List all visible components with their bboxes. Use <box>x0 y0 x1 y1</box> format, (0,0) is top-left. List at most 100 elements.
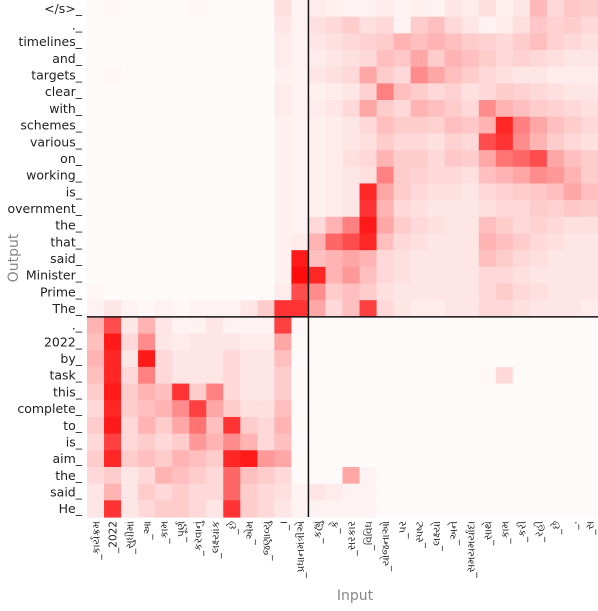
heatmap-cell <box>104 133 122 151</box>
heatmap-cell <box>393 300 412 318</box>
heatmap-cell <box>529 283 548 301</box>
heatmap-cell <box>512 50 531 68</box>
heatmap-cell <box>87 133 105 151</box>
heatmap-cell <box>410 16 429 34</box>
heatmap-cell <box>291 133 310 151</box>
heatmap-cell <box>257 366 275 385</box>
heatmap-cell <box>359 150 378 168</box>
heatmap-cell <box>104 183 122 201</box>
heatmap-cell <box>121 466 139 485</box>
heatmap-cell <box>223 16 241 34</box>
heatmap-cell <box>495 283 514 301</box>
heatmap-cell <box>291 150 310 168</box>
heatmap-cell <box>155 50 173 68</box>
heatmap-cell <box>240 300 258 318</box>
heatmap-cell <box>359 166 378 185</box>
heatmap-cell <box>376 500 395 518</box>
heatmap-cell <box>512 333 531 351</box>
heatmap-cell <box>444 350 463 368</box>
heatmap-cell <box>342 216 361 235</box>
heatmap-cell <box>223 400 241 418</box>
heatmap-cell <box>206 283 224 301</box>
heatmap-cell <box>342 133 361 151</box>
heatmap-cell <box>410 483 429 501</box>
heatmap-cell <box>223 433 241 451</box>
heatmap-cell <box>87 66 105 84</box>
heatmap-cell <box>104 50 122 68</box>
heatmap-cell <box>291 333 310 351</box>
heatmap-cell <box>495 466 514 485</box>
heatmap-cell <box>580 483 598 501</box>
heatmap-cell <box>546 166 565 185</box>
heatmap-cell <box>580 150 598 168</box>
heatmap-cell <box>393 233 412 251</box>
heatmap-cell <box>410 416 429 435</box>
heatmap-cell <box>563 316 582 335</box>
heatmap-cell <box>104 0 122 18</box>
heatmap-cell <box>529 383 548 401</box>
heatmap-cell <box>257 183 275 201</box>
heatmap-cell <box>172 216 190 235</box>
heatmap-cell <box>546 366 565 385</box>
heatmap-cell <box>121 400 139 418</box>
heatmap-cell <box>257 16 275 34</box>
heatmap-cell <box>427 483 446 501</box>
heatmap-cell <box>427 366 446 385</box>
y-tick-label: the_ <box>55 218 83 233</box>
heatmap-cell <box>478 266 497 285</box>
heatmap-cell <box>206 450 224 468</box>
heatmap-cell <box>495 316 514 335</box>
heatmap-cell <box>291 433 310 451</box>
heatmap-cell <box>155 16 173 34</box>
heatmap-cell <box>257 450 275 468</box>
heatmap-cell <box>529 16 548 34</box>
heatmap-cell <box>563 350 582 368</box>
x-tick-label: _કે <box>328 520 341 534</box>
heatmap-cell <box>172 266 190 285</box>
heatmap-cell <box>104 16 122 34</box>
heatmap-cell <box>393 250 412 268</box>
heatmap-cell <box>325 183 344 201</box>
heatmap-cell <box>461 283 480 301</box>
heatmap-cell <box>359 66 378 84</box>
heatmap-cell <box>546 450 565 468</box>
heatmap-cell <box>104 383 122 401</box>
heatmap-cell <box>274 116 292 135</box>
heatmap-cell <box>121 350 139 368</box>
heatmap-cell <box>291 166 310 185</box>
heatmap-cell <box>87 216 105 235</box>
heatmap-cell <box>427 283 446 301</box>
heatmap-cell <box>393 183 412 201</box>
heatmap-cell <box>393 200 412 218</box>
heatmap-cell <box>240 133 258 151</box>
heatmap-cell <box>104 450 122 468</box>
heatmap-cell <box>274 166 292 185</box>
heatmap-cell <box>410 250 429 268</box>
heatmap-cell <box>376 450 395 468</box>
heatmap-cell <box>478 133 497 151</box>
heatmap-cell <box>325 166 344 185</box>
heatmap-cell <box>546 16 565 34</box>
heatmap-cell <box>393 33 412 51</box>
heatmap-cell <box>189 216 207 235</box>
heatmap-cell <box>342 150 361 168</box>
heatmap-cell <box>580 333 598 351</box>
heatmap-cell <box>546 200 565 218</box>
heatmap-cell <box>189 100 207 118</box>
y-tick-label: </s>_ <box>44 1 83 16</box>
heatmap-cell <box>189 383 207 401</box>
heatmap-cell <box>580 500 598 518</box>
heatmap-cell <box>308 366 327 385</box>
heatmap-cell <box>342 333 361 351</box>
heatmap-cell <box>189 283 207 301</box>
x-tick-label: _સુધીમાં <box>124 521 137 555</box>
heatmap-cell <box>393 266 412 285</box>
heatmap-cell <box>206 383 224 401</box>
heatmap-cell <box>206 66 224 84</box>
heatmap-cell <box>104 266 122 285</box>
heatmap-cell <box>206 366 224 385</box>
heatmap-cell <box>87 50 105 68</box>
heatmap-cell <box>580 316 598 335</box>
heatmap-cell <box>461 233 480 251</box>
x-tick-label: _રહી <box>532 521 545 543</box>
